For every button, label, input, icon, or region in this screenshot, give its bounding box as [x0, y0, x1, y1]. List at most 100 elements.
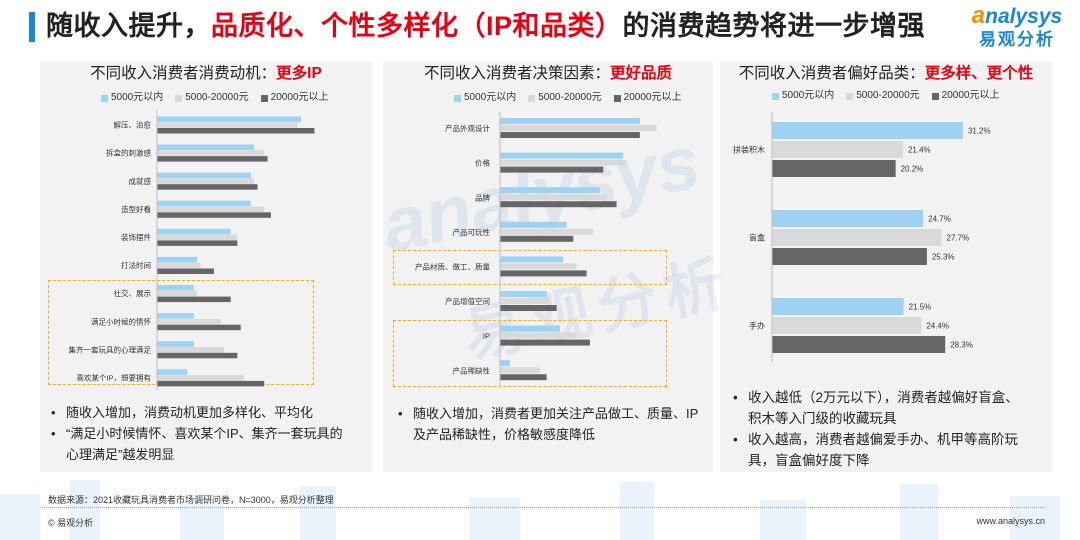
chart-title-decision: 不同收入消费者决策因素：更好品质 — [383, 64, 713, 84]
value-label-category-1-2: 25.3% — [932, 253, 955, 262]
bar-decision-7-2 — [500, 374, 547, 381]
chart-title-highlight: 更多样、更个性 — [924, 65, 1034, 82]
legend-swatch — [772, 92, 779, 100]
bar-decision-0-2 — [500, 132, 640, 138]
logo-chinese-name: 易观分析 — [979, 30, 1055, 49]
bar-category-2-0 — [772, 298, 904, 315]
bar-decision-1-2 — [500, 166, 604, 173]
bar-motivation-4-1 — [157, 234, 238, 241]
insight-text: 收入越高，消费者越偏爱手办、机甲等高阶玩具，盲盒偏好度下降 — [748, 432, 1018, 468]
legend-swatch — [613, 94, 621, 102]
legend-motivation: 5000元以内 5000-20000元 20000元以上 — [101, 92, 340, 104]
legend-swatch — [528, 94, 536, 102]
value-label-category-0-2: 20.2% — [901, 165, 924, 174]
skyline-building — [900, 484, 938, 540]
legend-swatch — [175, 94, 183, 102]
legend-item: 5000-20000元 — [528, 92, 602, 104]
bar-category-0-2 — [772, 160, 896, 177]
legend-swatch — [931, 92, 939, 100]
category-label-motivation-1: 拆盒的刺激感 — [106, 148, 151, 158]
legend-label: 20000元以上 — [941, 90, 1000, 101]
bar-motivation-9-0 — [157, 369, 188, 375]
title-part-3: 的消费趋势将进一步增强 — [622, 11, 926, 41]
category-label-motivation-9: 喜欢某个IP，想要拥有 — [76, 373, 151, 383]
title-part-1: 随收入提升， — [46, 11, 211, 41]
logo-wordmark: analysys — [962, 4, 1072, 29]
category-label-category-0: 拼装积木 — [733, 145, 765, 155]
bar-motivation-0-2 — [157, 128, 315, 134]
title-highlight: 品质化、个性多样化（IP和品类） — [211, 11, 623, 41]
category-label-decision-2: 品牌 — [475, 192, 490, 202]
page-title: 随收入提升，品质化、个性多样化（IP和品类）的消费趋势将进一步增强 — [46, 6, 925, 46]
legend-item: 5000元以内 — [101, 92, 163, 104]
data-source-note: 数据来源：2021收藏玩具消费者市场调研问卷，N=3000，易观分析整理 — [48, 495, 334, 505]
bar-motivation-6-2 — [157, 296, 231, 303]
category-label-motivation-2: 成就感 — [129, 176, 152, 186]
skyline-building — [760, 500, 806, 540]
chart-title-text: 不同收入消费者消费动机： — [90, 65, 277, 82]
bullet-dot: • — [398, 406, 403, 421]
bar-motivation-9-2 — [157, 380, 265, 387]
logo-text: nalysys — [985, 5, 1063, 28]
chart-title-highlight: 更好品质 — [610, 65, 673, 82]
bar-decision-7-0 — [500, 360, 510, 367]
bar-category-2-1 — [772, 317, 922, 334]
bar-motivation-0-0 — [157, 116, 302, 122]
legend-item: 5000-20000元 — [175, 92, 249, 104]
legend-swatch — [260, 94, 268, 102]
insights-category: • 收入越低（2万元以下），消费者越偏好盲盒、积木等入门级的收藏玩具 • 收入越高，… — [730, 387, 1022, 471]
chart-title-motivation: 不同收入消费者消费动机：更多IP — [40, 64, 372, 84]
value-label-category-2-1: 24.4% — [926, 322, 949, 331]
category-label-motivation-8: 集齐一套玩具的心理满足 — [69, 344, 152, 354]
category-label-motivation-5: 打法时间 — [121, 260, 151, 270]
bar-decision-2-1 — [500, 194, 607, 201]
bullet-dot: • — [51, 426, 56, 441]
bar-motivation-4-0 — [157, 228, 231, 235]
bar-motivation-9-1 — [157, 375, 245, 381]
bar-decision-3-1 — [500, 228, 594, 235]
skyline-building — [1010, 496, 1060, 540]
bar-motivation-8-2 — [157, 352, 238, 359]
bar-decision-5-0 — [500, 291, 547, 297]
website-link[interactable]: www.analysys.cn — [976, 516, 1045, 526]
chart-title-category: 不同收入消费者偏好品类：更多样、更个性 — [720, 64, 1052, 84]
value-label-category-0-1: 21.4% — [908, 146, 931, 155]
legend-label: 5000-20000元 — [185, 92, 249, 103]
bar-motivation-7-2 — [157, 324, 241, 331]
category-label-motivation-4: 装饰摆件 — [121, 232, 151, 242]
legend-label: 5000-20000元 — [538, 92, 602, 103]
bar-decision-1-0 — [500, 152, 624, 159]
bar-decision-5-2 — [500, 305, 557, 311]
highlight-box — [393, 250, 667, 285]
bar-motivation-3-1 — [157, 206, 265, 212]
bar-motivation-1-2 — [157, 156, 268, 162]
insight-item: • “满足小时候情怀、喜欢某个IP、集齐一套玩具的心理满足”越发明显 — [48, 423, 348, 465]
bar-decision-6-0 — [500, 325, 560, 332]
highlight-box — [393, 320, 667, 387]
legend-swatch — [101, 94, 108, 102]
legend-item: 20000元以上 — [260, 92, 328, 104]
bar-motivation-5-1 — [157, 262, 201, 269]
category-label-motivation-6: 社交、展示 — [114, 288, 152, 298]
bar-decision-0-0 — [500, 118, 640, 124]
value-label-category-2-2: 28.3% — [950, 341, 973, 350]
skyline-building — [0, 494, 40, 540]
category-label-decision-4: 产品材质、做工、质量 — [415, 262, 490, 272]
bullet-dot: • — [733, 432, 738, 447]
bar-motivation-8-0 — [157, 341, 194, 347]
chart-title-text: 不同收入消费者偏好品类： — [738, 65, 925, 82]
bar-motivation-2-2 — [157, 184, 258, 190]
bar-decision-3-0 — [500, 221, 567, 228]
skyline-building — [470, 498, 520, 540]
legend-swatch — [846, 92, 854, 100]
insight-text: 随收入增加，消费者更加关注产品做工、质量、IP及产品稀缺性，价格敏感度降低 — [413, 406, 699, 442]
insights-motivation: • 随收入增加，消费动机更加多样化、平均化 • “满足小时候情怀、喜欢某个IP、集齐… — [48, 402, 348, 465]
bar-motivation-2-0 — [157, 172, 251, 179]
category-label-motivation-3: 造型好看 — [121, 204, 151, 214]
legend-label: 20000元以上 — [623, 92, 682, 103]
bar-motivation-1-0 — [157, 144, 255, 150]
legend-item: 5000元以内 — [454, 92, 516, 104]
bar-category-1-1 — [772, 229, 942, 246]
brand-logo: analysys 易观分析 — [962, 4, 1072, 56]
